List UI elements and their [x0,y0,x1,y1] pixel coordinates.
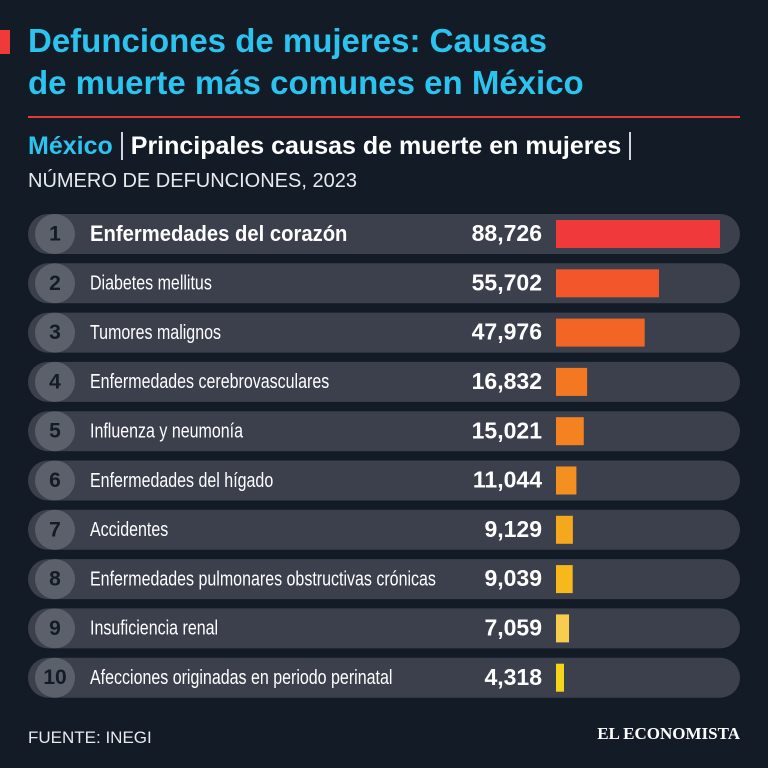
unit: NÚMERO DE DEFUNCIONES, 2023 [28,170,357,192]
rank-badge [35,411,75,452]
rank: 10 [43,666,66,689]
category-label: Afecciones originadas en periodo perinat… [90,666,392,688]
rank-badge [35,608,75,649]
title: Defunciones de mujeres: Causas de muerte… [28,20,584,104]
rank: 6 [49,469,61,492]
bar [556,515,573,544]
value-label: 55,702 [472,269,542,295]
rank: 5 [49,420,61,443]
bar [556,220,720,248]
rank: 3 [49,321,61,344]
value-label: 11,044 [473,467,542,493]
title-line: Defunciones de mujeres: Causas [28,22,548,59]
category-label: Enfermedades del corazón [90,222,347,246]
bar [556,318,645,347]
category-label: Diabetes mellitus [90,272,212,294]
category-label: Enfermedades cerebrovasculares [90,371,329,393]
category-label: Accidentes [90,518,168,540]
bar [556,269,659,298]
subtitle-row: México Principales causas de muerte en mu… [28,132,632,161]
source: FUENTE: INEGI [28,728,152,747]
value-label: 4,318 [484,664,542,690]
value-label: 47,976 [472,319,542,345]
accent [0,30,10,54]
rank-badge [35,214,75,254]
rank-badge [35,312,75,353]
category-label: Enfermedades del hígado [90,469,273,491]
rank-badge [35,509,75,550]
value-label: 7,059 [484,614,542,640]
place: México [28,132,123,160]
rule [28,116,740,118]
bar [556,565,573,594]
rank-badge [35,263,75,304]
rank-badge [35,657,75,698]
rank-badge [35,559,75,600]
rank: 9 [49,617,61,640]
bar [556,417,584,446]
rank-badge [35,361,75,402]
bar [556,614,570,643]
category-label: Insuficiencia renal [90,617,218,639]
value-label: 16,832 [472,368,542,394]
bar [556,367,588,396]
value-label: 88,726 [472,220,542,246]
bar [556,663,564,692]
rank: 2 [49,272,61,295]
value-label: 15,021 [472,417,543,443]
title-line: de muerte más comunes en México [28,64,584,101]
value-label: 9,129 [484,516,542,542]
rank-badge [35,460,75,501]
rank: 8 [49,568,61,591]
rank: 7 [49,518,61,541]
rank: 1 [49,223,61,246]
bar [556,466,577,495]
category-label: Influenza y neumonía [90,420,244,442]
subtitle: Principales causas de muerte en mujeres [122,132,632,160]
brand: EL ECONOMISTA [597,724,740,743]
category-label: Enfermedades pulmonares obstructivas cró… [90,568,436,590]
rank: 4 [49,370,61,393]
category-label: Tumores malignos [90,321,221,343]
value-label: 9,039 [484,565,542,591]
